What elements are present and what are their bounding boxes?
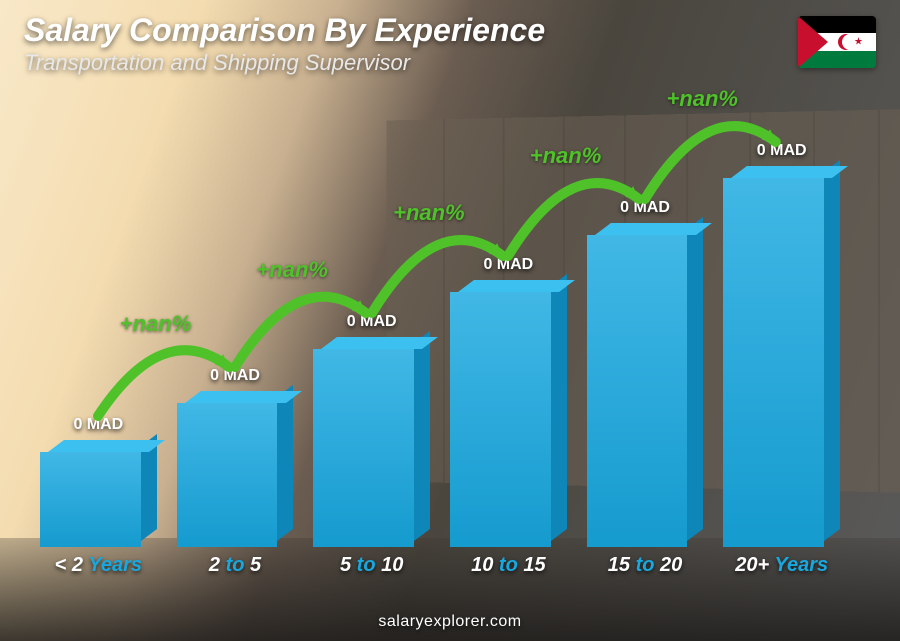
bar-front bbox=[313, 349, 414, 547]
bar-side bbox=[277, 385, 293, 541]
bar-side bbox=[551, 274, 567, 541]
bars-container: 0 MAD0 MAD0 MAD0 MAD0 MAD0 MAD bbox=[40, 120, 840, 547]
category-label: 5 to 10 bbox=[313, 554, 430, 577]
bar-top bbox=[731, 166, 848, 178]
bar-front bbox=[177, 403, 278, 547]
bar-slot: 0 MAD bbox=[313, 349, 430, 547]
bar-slot: 0 MAD bbox=[40, 452, 157, 547]
bar-front bbox=[723, 178, 824, 547]
bar bbox=[177, 403, 294, 547]
bar-top bbox=[321, 337, 438, 349]
bar-value-label: 0 MAD bbox=[347, 313, 397, 331]
bar-side bbox=[687, 217, 703, 541]
flag-triangle bbox=[798, 16, 828, 68]
bar-side bbox=[824, 160, 840, 541]
title-block: Salary Comparison By Experience Transpor… bbox=[24, 14, 545, 76]
bar-top bbox=[595, 223, 712, 235]
category-label: 20+ Years bbox=[723, 554, 840, 577]
category-label: 2 to 5 bbox=[177, 554, 294, 577]
bar-front bbox=[450, 292, 551, 547]
chart-canvas: Salary Comparison By Experience Transpor… bbox=[0, 0, 900, 641]
bar-slot: 0 MAD bbox=[450, 292, 567, 547]
chart-area: 0 MAD0 MAD0 MAD0 MAD0 MAD0 MAD +nan%+nan… bbox=[40, 120, 840, 577]
bar-top bbox=[458, 280, 575, 292]
category-labels: < 2 Years 2 to 5 5 to 10 10 to 15 15 to 20 20… bbox=[40, 554, 840, 577]
bar bbox=[313, 349, 430, 547]
bar-slot: 0 MAD bbox=[723, 178, 840, 547]
bar bbox=[450, 292, 567, 547]
category-label: < 2 Years bbox=[40, 554, 157, 577]
bar-top bbox=[48, 440, 165, 452]
bar-slot: 0 MAD bbox=[587, 235, 704, 547]
flag-star: ★ bbox=[854, 37, 863, 48]
bar-value-label: 0 MAD bbox=[210, 367, 260, 385]
bar-value-label: 0 MAD bbox=[73, 416, 123, 434]
bar-top bbox=[185, 391, 302, 403]
bar bbox=[40, 452, 157, 547]
bar-side bbox=[414, 331, 430, 541]
bar-slot: 0 MAD bbox=[177, 403, 294, 547]
category-label: 15 to 20 bbox=[587, 554, 704, 577]
bar-front bbox=[587, 235, 688, 547]
country-flag: ★ bbox=[798, 16, 876, 68]
chart-subtitle: Transportation and Shipping Supervisor bbox=[24, 50, 545, 76]
chart-title: Salary Comparison By Experience bbox=[24, 14, 545, 48]
bar-value-label: 0 MAD bbox=[483, 256, 533, 274]
bar bbox=[587, 235, 704, 547]
flag-crescent bbox=[838, 34, 854, 50]
category-label: 10 to 15 bbox=[450, 554, 567, 577]
bar-value-label: 0 MAD bbox=[757, 142, 807, 160]
bar-front bbox=[40, 452, 141, 547]
bar bbox=[723, 178, 840, 547]
footer-attribution: salaryexplorer.com bbox=[0, 613, 900, 631]
bar-value-label: 0 MAD bbox=[620, 199, 670, 217]
